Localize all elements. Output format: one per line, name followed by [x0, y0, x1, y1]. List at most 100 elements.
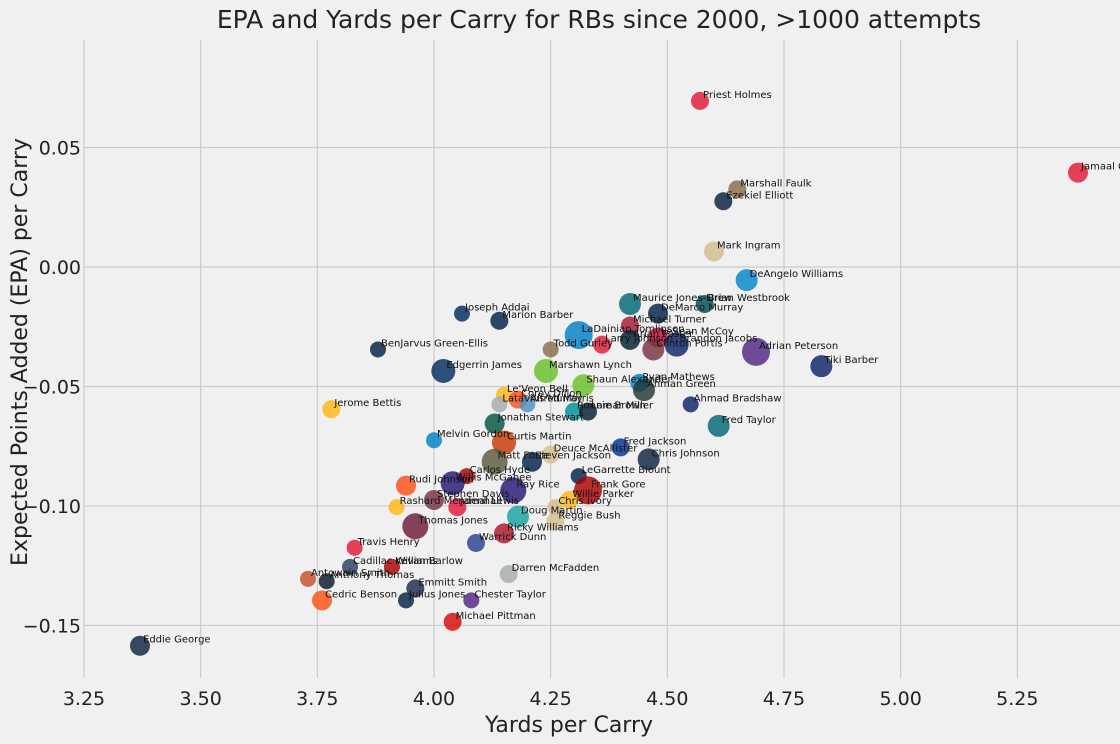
data-point	[454, 305, 470, 322]
data-point	[500, 477, 527, 504]
point-label: Brandon Jacobs	[680, 334, 758, 345]
y-axis-label: Expected Points Added (EPA) per Carry	[8, 138, 33, 566]
point-label: Chester Taylor	[474, 589, 546, 600]
data-point	[611, 438, 630, 457]
data-point	[621, 316, 639, 335]
y-tick-label: −0.05	[23, 376, 81, 398]
point-label: Cedric Benson	[325, 589, 397, 600]
point-label: Ronnie Brown	[577, 401, 646, 412]
data-point	[443, 612, 462, 631]
data-point	[318, 573, 335, 590]
point-label: Maurice Jones-Drew	[633, 293, 732, 304]
data-point	[484, 413, 505, 434]
data-point	[810, 355, 833, 378]
data-point	[546, 512, 565, 531]
point-label: Jerome Bettis	[333, 398, 401, 409]
x-tick-label: 4.25	[530, 688, 572, 710]
y-tick-label: 0.00	[39, 257, 81, 279]
data-point	[642, 338, 665, 361]
point-label: Ray Rice	[516, 479, 559, 490]
point-label: DeAngelo Williams	[750, 269, 843, 280]
data-point	[637, 448, 660, 471]
data-points	[130, 91, 1088, 656]
point-label: Ahman Green	[647, 379, 716, 390]
point-label: Clinton Portis	[656, 338, 722, 349]
point-label: Steven Jackson	[535, 451, 611, 462]
point-label: Marshall Faulk	[740, 178, 811, 189]
data-point	[384, 558, 400, 575]
data-point	[742, 337, 770, 366]
data-point	[402, 513, 429, 540]
point-label: Brian Westbrook	[708, 293, 790, 304]
data-point	[406, 579, 425, 598]
point-label: Alfred Morris	[530, 393, 594, 404]
point-label: Rudi Johnson	[409, 475, 474, 486]
x-axis-label: Yards per Carry	[484, 713, 653, 738]
point-label: Lamar Miller	[591, 401, 654, 412]
point-label: Marshawn Lynch	[549, 360, 632, 371]
data-point	[620, 329, 640, 350]
point-label: Ricky Williams	[507, 522, 579, 533]
data-point	[572, 374, 595, 397]
x-tick-label: 3.50	[180, 688, 222, 710]
point-label: LaDainian Tomlinson	[582, 324, 685, 335]
point-label: Anthony Thomas	[330, 570, 415, 581]
point-label: Curtis Martin	[507, 432, 571, 443]
x-tick-label: 3.75	[296, 688, 338, 710]
point-label: Willie Parker	[572, 489, 635, 500]
data-point	[664, 332, 689, 357]
data-point	[574, 476, 602, 505]
point-label: Reggie Bush	[558, 510, 620, 521]
data-point	[494, 523, 514, 544]
data-point	[507, 505, 529, 528]
data-point	[593, 335, 611, 354]
data-point	[300, 570, 316, 587]
data-point	[579, 402, 597, 421]
data-point	[312, 590, 332, 611]
data-point	[648, 303, 668, 324]
point-label: Jonathan Stewart	[497, 413, 584, 424]
data-point	[534, 358, 558, 383]
data-point	[322, 400, 341, 419]
point-label: Ryan Mathews	[642, 372, 715, 383]
point-label: Michael Turner	[633, 315, 707, 326]
point-label: Larry Johnson	[605, 334, 673, 345]
point-label: Corey Dillon	[521, 389, 582, 400]
data-point	[619, 293, 641, 316]
point-label: Jamaal Charles	[1080, 162, 1120, 173]
point-label: Warrick Dunn	[479, 532, 546, 543]
chart-title: EPA and Yards per Carry for RBs since 20…	[217, 5, 981, 34]
x-tick-label: 5.00	[880, 688, 922, 710]
point-label: Priest Holmes	[703, 90, 772, 101]
point-label: Latavius Murray	[502, 393, 582, 404]
data-point	[547, 499, 564, 516]
point-labels: Priest Holmes Jamaal Charles Marshall Faul…	[143, 90, 1120, 646]
data-point	[481, 448, 508, 475]
data-point	[370, 341, 386, 358]
data-point	[440, 471, 465, 496]
data-point	[342, 558, 358, 575]
data-point	[426, 432, 442, 449]
data-point	[735, 269, 758, 292]
data-point	[499, 565, 518, 584]
point-label: Frank Gore	[591, 479, 645, 490]
data-point	[130, 635, 150, 656]
data-point	[691, 91, 709, 110]
data-point	[448, 498, 467, 517]
point-label: BenJarvus Green-Ellis	[381, 338, 488, 349]
data-point	[541, 445, 560, 464]
data-point	[633, 379, 655, 402]
data-point	[542, 341, 559, 358]
data-point	[424, 489, 444, 510]
data-point	[1068, 162, 1088, 183]
data-point	[714, 192, 733, 211]
point-label: LeGarrette Blount	[582, 465, 671, 476]
point-label: Ahmad Bradshaw	[694, 393, 782, 404]
point-label: Cadillac Williams	[353, 556, 437, 567]
point-label: Julius Jones	[408, 589, 465, 600]
point-label: Thomas Jones	[417, 515, 488, 526]
x-tick-label: 4.00	[413, 688, 455, 710]
point-label: Darren McFadden	[512, 563, 600, 574]
data-point	[565, 402, 583, 421]
x-tick-label: 4.50	[646, 688, 688, 710]
